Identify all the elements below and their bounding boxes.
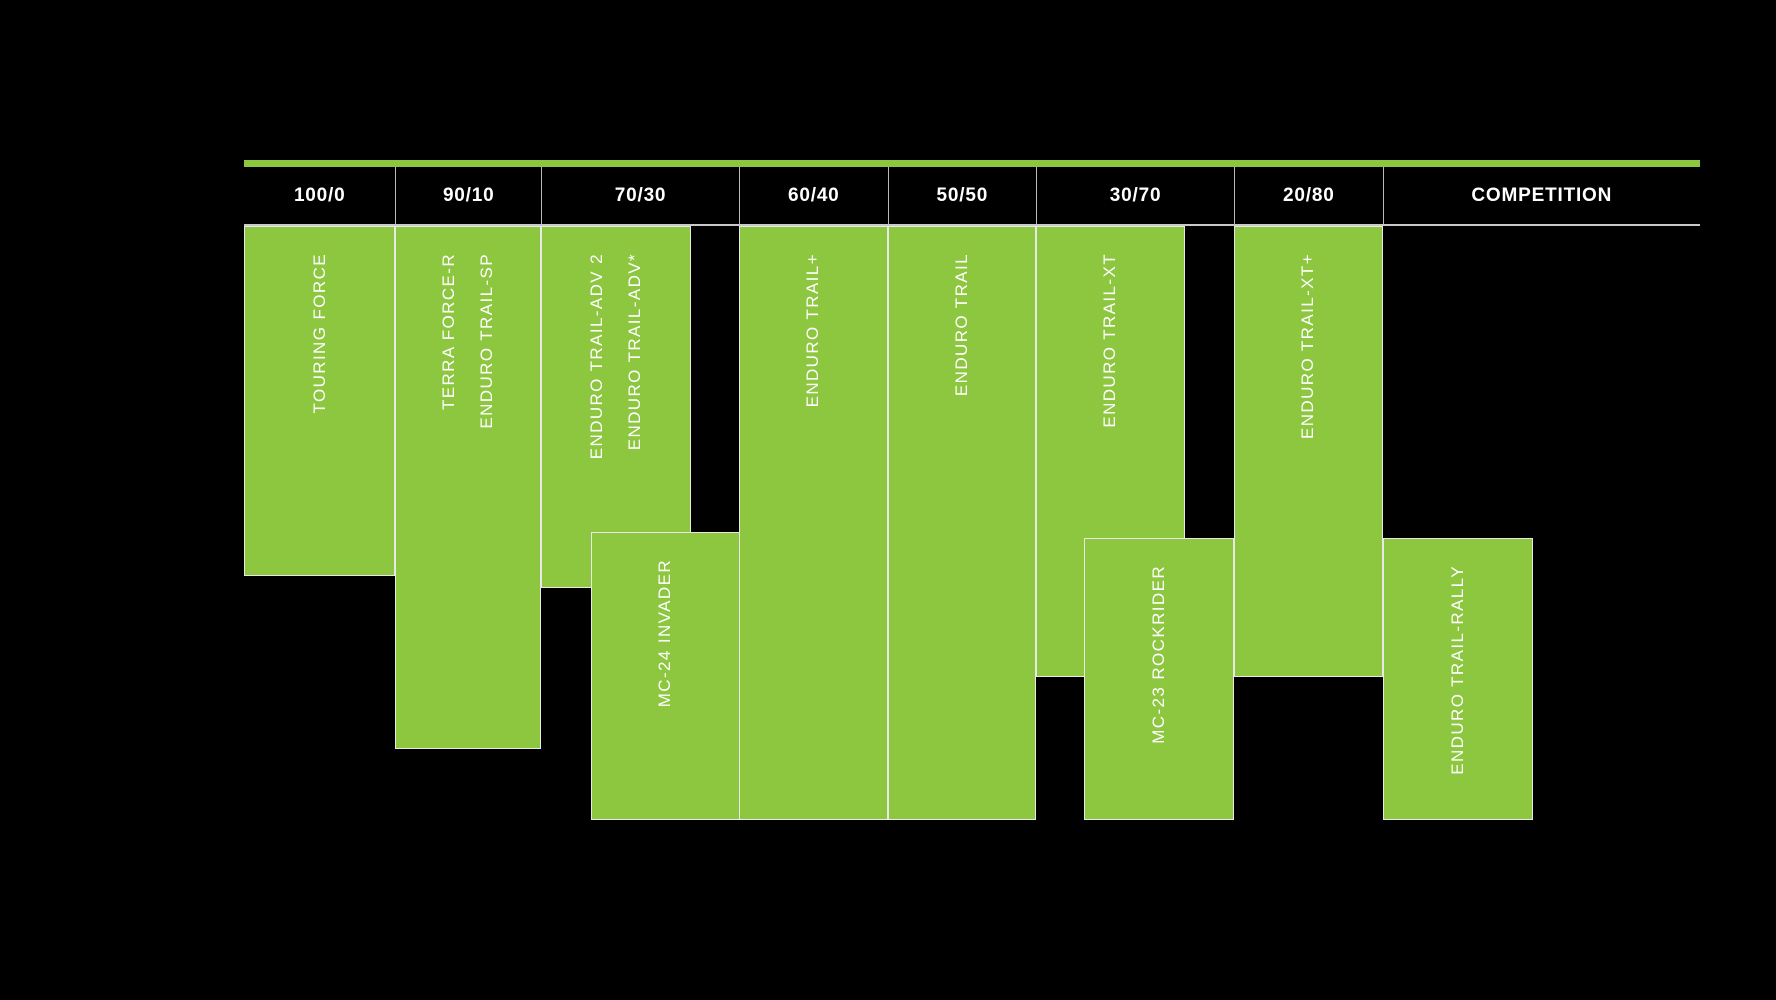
ratio-header-cell[interactable]: 90/10	[395, 167, 541, 225]
bar-label: MC-23 ROCKRIDER	[1149, 564, 1169, 744]
bar-enduro-trail-xt-plus[interactable]: ENDURO TRAIL-XT+	[1234, 226, 1383, 678]
bar-label-group: ENDURO TRAIL-XT+	[1235, 227, 1382, 676]
bar-label: ENDURO TRAIL-XT+	[1298, 253, 1318, 439]
bar-terra-force-r[interactable]: TERRA FORCE-R ENDURO TRAIL-SP	[395, 226, 542, 749]
bar-label-group: MC-24 INVADER	[592, 533, 740, 819]
bar-label-group: ENDURO TRAIL+	[740, 227, 887, 819]
ratio-header-cell[interactable]: 70/30	[541, 167, 739, 225]
ratio-header-cell[interactable]: 60/40	[739, 167, 888, 225]
bar-label-group: TOURING FORCE	[245, 227, 394, 575]
bar-label-group: MC-23 ROCKRIDER	[1085, 539, 1233, 819]
bar-label: ENDURO TRAIL-ADV 2	[586, 253, 606, 460]
bar-label-group: ENDURO TRAIL-RALLY	[1384, 539, 1532, 819]
bar-label: ENDURO TRAIL-ADV*	[624, 253, 644, 451]
ratio-header-cell[interactable]: 30/70	[1036, 167, 1234, 225]
bar-label: ENDURO TRAIL-SP	[477, 253, 497, 429]
bar-label-group: ENDURO TRAIL	[889, 227, 1036, 819]
ratio-header-cell[interactable]: COMPETITION	[1382, 167, 1700, 225]
bar-touring-force[interactable]: TOURING FORCE	[244, 226, 396, 577]
bar-label: TOURING FORCE	[309, 253, 329, 414]
ratio-header-cell[interactable]: 100/0	[293, 185, 346, 206]
top-accent-rule	[244, 160, 1700, 167]
ratio-header-cell[interactable]: 20/80	[1234, 167, 1383, 225]
bar-label-group: TERRA FORCE-R ENDURO TRAIL-SP	[396, 227, 540, 748]
bar-enduro-trail-rally[interactable]: ENDURO TRAIL-RALLY	[1382, 537, 1533, 820]
bar-label: ENDURO TRAIL	[951, 253, 971, 397]
ratio-header-cell[interactable]: 50/50	[887, 167, 1037, 225]
tire-range-chart: 100/0 90/10 70/30 60/40 50/50 30/70 20/80 COMPE…	[244, 160, 1700, 820]
bar-mc-24-invader[interactable]: MC-24 INVADER	[590, 531, 741, 820]
bar-label: TERRA FORCE-R	[439, 253, 459, 411]
bar-label: ENDURO TRAIL+	[803, 253, 823, 408]
bar-area: TOURING FORCE TERRA FORCE-R ENDURO TRAIL-S…	[244, 226, 1700, 820]
header-underline	[244, 224, 1700, 226]
bar-enduro-trail-plus[interactable]: ENDURO TRAIL+	[739, 226, 888, 820]
bar-enduro-trail-adv[interactable]: ENDURO TRAIL-ADV 2 ENDURO TRAIL-ADV*	[541, 226, 691, 589]
bar-label: MC-24 INVADER	[655, 558, 675, 708]
ratio-header-row: 100/0 90/10 70/30 60/40 50/50 30/70 20/80 COMPE…	[244, 167, 1700, 225]
bar-enduro-trail[interactable]: ENDURO TRAIL	[887, 226, 1037, 820]
bar-mc-23-rockrider[interactable]: MC-23 ROCKRIDER	[1084, 537, 1235, 820]
bar-label: ENDURO TRAIL-RALLY	[1447, 564, 1467, 775]
bar-label: ENDURO TRAIL-XT	[1100, 253, 1120, 428]
